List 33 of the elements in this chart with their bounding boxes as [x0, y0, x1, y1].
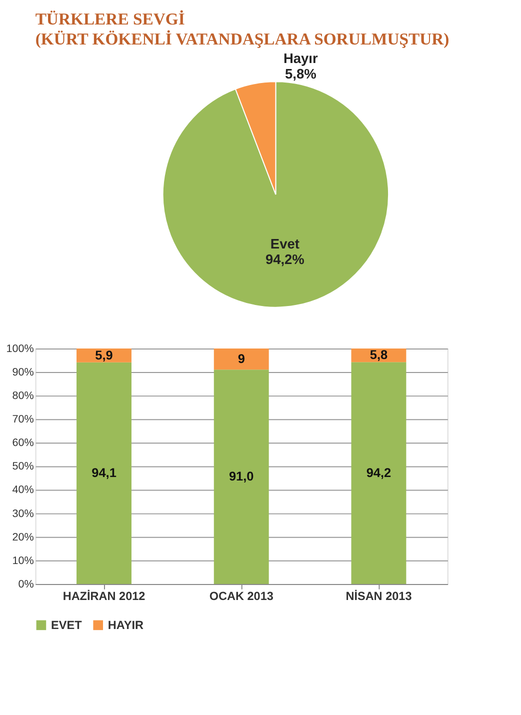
y-tick-label: 10% [12, 554, 34, 567]
y-tick-label: 100% [6, 342, 34, 355]
legend-label: HAYIR [108, 619, 144, 632]
legend-label: EVET [51, 619, 83, 632]
pie-slice [162, 81, 389, 308]
bar [214, 348, 269, 370]
data-label: 94,2% [265, 252, 304, 267]
x-tick-label: HAZİRAN 2012 [62, 589, 146, 604]
data-label: 5,8% [285, 66, 316, 82]
x-tick-label: NİSAN 2013 [346, 589, 412, 604]
data-label: 5,9 [95, 347, 113, 362]
bar [214, 370, 269, 584]
y-tick-label: 70% [12, 414, 34, 426]
y-tick-label: 50% [12, 460, 34, 473]
data-label: 94,2 [366, 464, 392, 480]
y-tick-label: 30% [12, 508, 34, 520]
data-label: 91,0 [228, 468, 254, 484]
data-label: 9 [238, 351, 245, 366]
slice-label: Evet [270, 236, 300, 252]
y-tick-label: 0% [18, 578, 34, 590]
y-tick-label: 80% [12, 390, 34, 402]
slice-label: Hayır [283, 50, 318, 66]
bar [351, 362, 406, 584]
y-tick-label: 40% [12, 484, 34, 496]
bar [76, 362, 132, 584]
chart-subtitle: (KÜRT KÖKENLİ VATANDAŞLARA SORULMUŞTUR) [35, 29, 450, 48]
x-tick-label: OCAK 2013 [209, 590, 274, 604]
data-label: 5,8 [370, 347, 388, 362]
y-tick-label: 90% [12, 366, 34, 378]
chart-title: TÜRKLERE SEVGİ [35, 10, 185, 29]
data-label: 94,1 [92, 465, 116, 480]
y-tick-label: 60% [12, 437, 34, 450]
y-tick-label: 20% [12, 531, 34, 544]
